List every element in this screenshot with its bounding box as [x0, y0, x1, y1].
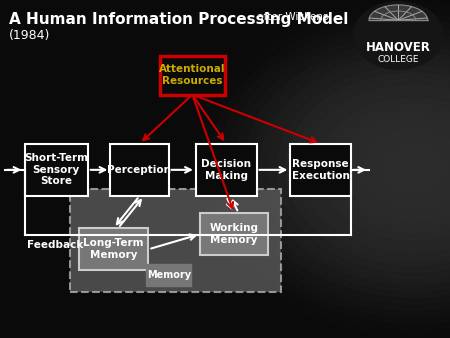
Text: Response
Execution: Response Execution [292, 159, 350, 180]
Text: Perception: Perception [108, 165, 171, 175]
FancyBboxPatch shape [110, 144, 169, 196]
Text: Feedback: Feedback [27, 240, 83, 250]
FancyBboxPatch shape [79, 228, 148, 270]
Circle shape [294, 79, 450, 259]
Circle shape [269, 60, 450, 278]
Circle shape [209, 15, 450, 323]
FancyBboxPatch shape [70, 189, 281, 292]
Circle shape [380, 143, 448, 195]
Circle shape [346, 118, 450, 220]
Circle shape [405, 163, 423, 175]
Text: Decision
Making: Decision Making [201, 159, 251, 180]
Circle shape [235, 34, 450, 304]
Circle shape [397, 156, 431, 182]
Circle shape [286, 73, 450, 265]
Text: COLLEGE: COLLEGE [378, 55, 419, 64]
Circle shape [320, 98, 450, 240]
Circle shape [252, 47, 450, 291]
Circle shape [328, 105, 450, 233]
Text: Long-Term
Memory: Long-Term Memory [83, 239, 144, 260]
Circle shape [303, 86, 450, 252]
Circle shape [218, 22, 450, 316]
Circle shape [388, 150, 440, 188]
Text: A Human Information Processing Model: A Human Information Processing Model [9, 12, 348, 27]
Text: Attentional
Resources: Attentional Resources [159, 65, 225, 86]
Circle shape [278, 67, 450, 271]
Text: after Wickens: after Wickens [254, 12, 328, 22]
Circle shape [243, 41, 450, 297]
FancyBboxPatch shape [146, 264, 191, 286]
FancyBboxPatch shape [25, 144, 88, 196]
Text: Working
Memory: Working Memory [210, 223, 258, 245]
Circle shape [363, 130, 450, 208]
Text: Short-Term
Sensory
Store: Short-Term Sensory Store [24, 153, 88, 187]
Circle shape [353, 2, 443, 69]
Circle shape [226, 28, 450, 310]
FancyBboxPatch shape [160, 56, 225, 95]
Circle shape [337, 111, 450, 227]
FancyBboxPatch shape [196, 144, 256, 196]
Circle shape [354, 124, 450, 214]
Text: HANOVER: HANOVER [366, 41, 431, 54]
Circle shape [261, 54, 450, 284]
Text: (1984): (1984) [9, 29, 50, 42]
Circle shape [311, 92, 450, 246]
FancyBboxPatch shape [290, 144, 351, 196]
Text: Memory: Memory [147, 270, 191, 280]
Circle shape [371, 137, 450, 201]
FancyBboxPatch shape [200, 213, 268, 255]
